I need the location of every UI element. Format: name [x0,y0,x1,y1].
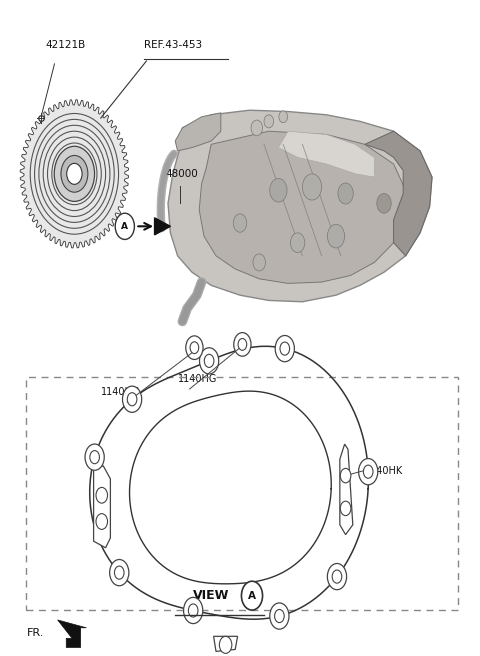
Circle shape [251,120,263,136]
Text: 48000: 48000 [166,169,198,179]
Text: 42121B: 42121B [46,39,86,50]
Circle shape [275,609,284,623]
Circle shape [340,468,351,483]
Bar [26,377,458,610]
Circle shape [377,194,391,213]
Circle shape [183,598,203,624]
Circle shape [279,111,288,123]
Polygon shape [340,444,353,535]
Circle shape [359,459,378,485]
Text: VIEW: VIEW [193,589,229,602]
Circle shape [114,566,124,579]
Circle shape [302,174,322,200]
Circle shape [54,146,95,201]
Polygon shape [20,100,129,248]
Circle shape [234,333,251,356]
Circle shape [233,214,247,232]
Polygon shape [155,218,170,235]
Circle shape [204,354,214,367]
Circle shape [122,386,142,413]
Polygon shape [199,131,406,283]
Circle shape [338,183,353,204]
Circle shape [270,603,289,629]
Circle shape [264,115,274,128]
Text: REF.43-453: REF.43-453 [144,39,202,50]
Circle shape [85,444,104,470]
Circle shape [109,560,129,586]
Circle shape [241,581,263,610]
Circle shape [327,564,347,590]
Circle shape [67,163,82,184]
Circle shape [186,336,203,359]
Polygon shape [365,131,432,256]
Circle shape [61,155,88,192]
Circle shape [127,393,137,406]
Polygon shape [94,466,110,548]
Circle shape [188,604,198,617]
Circle shape [363,465,373,478]
Circle shape [115,213,134,239]
Polygon shape [168,110,432,302]
Polygon shape [278,131,374,177]
Polygon shape [175,113,221,151]
Text: A: A [248,590,256,601]
Polygon shape [58,620,86,647]
Circle shape [238,338,247,350]
Polygon shape [214,636,238,651]
Circle shape [96,487,108,503]
Circle shape [219,636,232,653]
Circle shape [340,501,351,516]
Circle shape [270,178,287,202]
Circle shape [280,342,289,355]
Text: 1140HG: 1140HG [178,374,217,384]
Circle shape [332,570,342,583]
Circle shape [327,224,345,248]
Circle shape [96,514,108,529]
Text: A: A [121,222,128,231]
Circle shape [253,254,265,271]
Circle shape [275,335,294,361]
Circle shape [190,342,199,354]
Circle shape [200,348,219,374]
Text: FR.: FR. [26,628,44,638]
Circle shape [290,233,305,253]
Text: 1140HK: 1140HK [365,466,403,476]
Circle shape [90,451,99,464]
Text: 1140HG: 1140HG [101,387,140,398]
